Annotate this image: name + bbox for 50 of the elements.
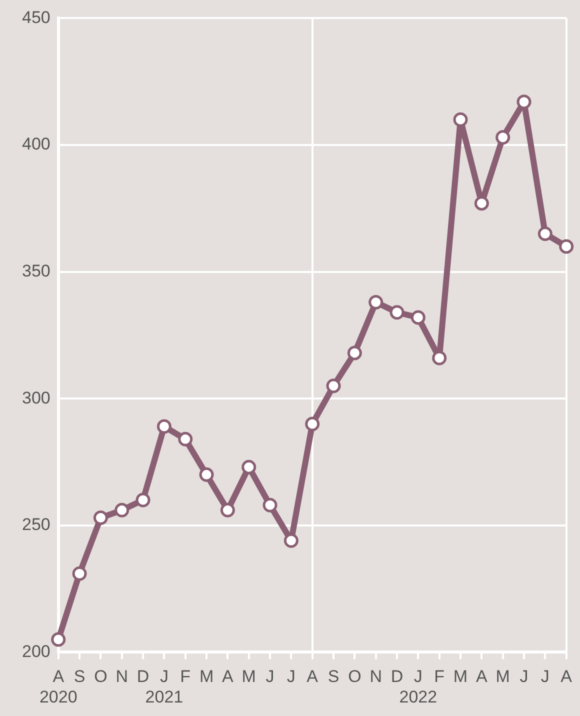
x-tick-label: M — [453, 667, 468, 686]
x-tick-label: A — [306, 667, 319, 686]
x-tick-label: M — [242, 667, 256, 686]
point — [51, 632, 66, 647]
x-tick-label: M — [199, 667, 214, 686]
point — [516, 94, 532, 110]
x-tick-label: J — [266, 667, 274, 686]
x-tick-label: O — [94, 667, 108, 686]
point — [178, 432, 193, 446]
point — [305, 416, 320, 432]
x-tick-label: S — [328, 667, 340, 686]
point — [453, 112, 468, 127]
x-tick-label: N — [370, 667, 382, 686]
y-tick-label: 450 — [22, 8, 50, 27]
point — [410, 310, 426, 325]
x-tick-label: N — [116, 667, 128, 686]
point — [326, 378, 341, 394]
point — [390, 305, 404, 320]
point — [262, 498, 278, 512]
x-tick-label: F — [180, 667, 191, 686]
x-tick-label: O — [348, 667, 362, 686]
point — [199, 467, 214, 482]
point — [114, 502, 130, 518]
y-tick-label: 400 — [22, 134, 50, 154]
x-tick-label: M — [496, 667, 510, 686]
point — [156, 419, 172, 434]
x-tick-label: J — [540, 667, 550, 686]
point — [93, 510, 108, 526]
point — [220, 502, 235, 518]
y-tick-label: 250 — [22, 515, 50, 534]
point — [432, 350, 447, 366]
y-tick-label: 350 — [22, 261, 50, 280]
point — [136, 492, 150, 508]
x-tick-label: J — [520, 667, 528, 686]
point — [496, 130, 510, 145]
point — [368, 294, 384, 310]
point — [559, 239, 574, 254]
x-tick-label: F — [434, 667, 445, 686]
x-tick-label: A — [560, 667, 573, 686]
point — [242, 460, 256, 474]
x-tick-label: A — [222, 667, 234, 686]
x-tick-label: A — [476, 667, 488, 686]
x-tick-label: J — [286, 667, 296, 686]
point — [538, 226, 552, 242]
point — [347, 346, 362, 360]
point — [474, 196, 489, 211]
y-tick-label: 200 — [22, 642, 50, 661]
point — [284, 533, 298, 548]
point — [72, 566, 87, 581]
y-tick-label: 300 — [22, 388, 50, 408]
